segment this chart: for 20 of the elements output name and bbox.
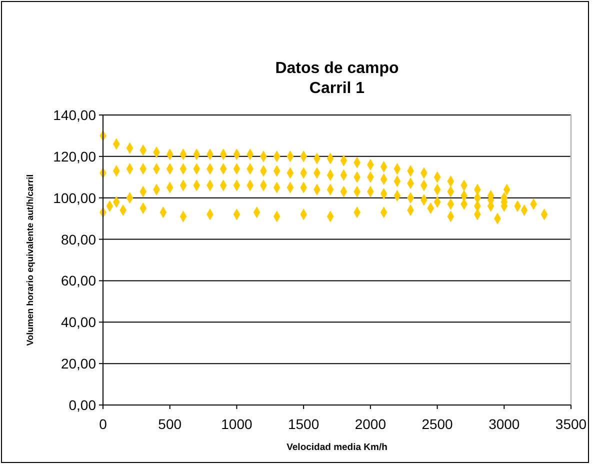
y-tick-label: 80,00 [60, 231, 96, 248]
x-tick-label: 2500 [422, 416, 454, 432]
x-tick-label: 3500 [555, 416, 587, 432]
x-tick-label: 2000 [354, 416, 386, 432]
x-axis-title: Velocidad media Km/h [286, 442, 388, 453]
y-axis-title: Volumen horario equivalente aut/h/carril [25, 174, 35, 346]
y-tick-label: 140,00 [53, 107, 96, 123]
x-tick-label: 1000 [221, 416, 252, 432]
y-tick-label: 100,00 [53, 190, 96, 206]
chart-subtitle: Carril 1 [309, 80, 365, 97]
chart-title: Datos de campo [275, 60, 400, 77]
y-tick-label: 120,00 [53, 148, 96, 164]
y-tick-label: 20,00 [60, 356, 96, 372]
x-tick-label: 500 [158, 416, 182, 432]
y-tick-label: 0,00 [68, 397, 96, 413]
y-tick-label: 60,00 [60, 272, 96, 289]
x-tick-label: 1500 [288, 416, 320, 432]
x-tick-label: 0 [99, 416, 108, 432]
x-tick-label: 3000 [488, 416, 520, 432]
y-tick-label: 40,00 [60, 314, 96, 330]
